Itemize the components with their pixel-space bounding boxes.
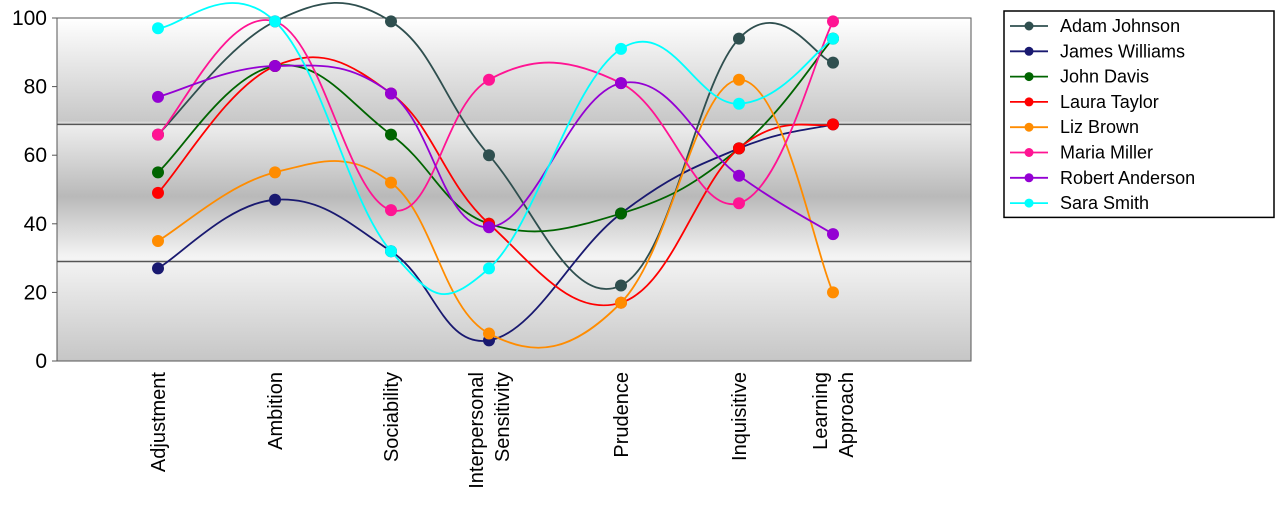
x-category-label: Adjustment bbox=[148, 372, 170, 472]
data-point-robert-anderson bbox=[385, 87, 397, 100]
y-tick-label: 80 bbox=[24, 76, 47, 99]
data-point-liz-brown bbox=[827, 286, 839, 299]
legend-label: Laura Taylor bbox=[1060, 92, 1159, 112]
data-point-john-davis bbox=[615, 207, 627, 220]
x-category-label-line: Interpersonal bbox=[466, 372, 488, 489]
x-category-label-line: Sociability bbox=[381, 372, 403, 462]
data-point-adam-johnson bbox=[385, 15, 397, 28]
legend-swatch-marker bbox=[1024, 72, 1034, 82]
data-point-maria-miller bbox=[483, 73, 495, 86]
data-point-laura-taylor bbox=[152, 186, 164, 199]
data-point-sara-smith bbox=[827, 32, 839, 45]
data-point-maria-miller bbox=[385, 204, 397, 217]
data-point-robert-anderson bbox=[269, 60, 281, 73]
data-point-maria-miller bbox=[733, 197, 745, 210]
x-category-label-line: Learning bbox=[810, 372, 832, 450]
data-point-james-williams bbox=[152, 262, 164, 275]
data-point-robert-anderson bbox=[152, 90, 164, 103]
data-point-sara-smith bbox=[615, 42, 627, 55]
data-point-sara-smith bbox=[483, 262, 495, 275]
legend-item-john-davis: John Davis bbox=[1010, 67, 1149, 87]
legend-swatch-marker bbox=[1024, 46, 1034, 56]
data-point-sara-smith bbox=[152, 22, 164, 35]
data-point-liz-brown bbox=[152, 234, 164, 247]
y-tick-label: 20 bbox=[24, 281, 47, 304]
data-point-robert-anderson bbox=[733, 169, 745, 182]
y-tick-label: 40 bbox=[24, 213, 47, 236]
data-point-robert-anderson bbox=[615, 77, 627, 90]
legend-swatch-marker bbox=[1024, 173, 1034, 183]
data-point-adam-johnson bbox=[733, 32, 745, 45]
x-category-label-line: Prudence bbox=[611, 372, 633, 458]
legend-box bbox=[1003, 10, 1275, 219]
data-point-sara-smith bbox=[733, 97, 745, 110]
data-point-adam-johnson bbox=[827, 56, 839, 69]
x-category-label-line: Ambition bbox=[265, 372, 287, 450]
x-category-label: Interpersonal Sensitivity bbox=[466, 372, 514, 489]
legend-label: Sara Smith bbox=[1060, 193, 1149, 213]
legend-item-sara-smith: Sara Smith bbox=[1010, 193, 1149, 213]
legend-label: James Williams bbox=[1060, 41, 1185, 61]
data-point-liz-brown bbox=[615, 296, 627, 309]
legend-item-adam-johnson: Adam Johnson bbox=[1010, 16, 1180, 36]
x-category-label-line: Inquisitive bbox=[729, 372, 751, 461]
legend-label: Liz Brown bbox=[1060, 117, 1139, 137]
data-point-james-williams bbox=[269, 193, 281, 206]
data-point-robert-anderson bbox=[827, 228, 839, 241]
y-tick-label: 0 bbox=[35, 350, 47, 373]
data-point-sara-smith bbox=[269, 15, 281, 28]
legend-label: Adam Johnson bbox=[1060, 16, 1180, 36]
data-point-maria-miller bbox=[152, 128, 164, 141]
legend-swatch-marker bbox=[1024, 198, 1034, 208]
legend-swatch-marker bbox=[1024, 21, 1034, 31]
legend-item-robert-anderson: Robert Anderson bbox=[1010, 168, 1195, 188]
legend-item-liz-brown: Liz Brown bbox=[1010, 117, 1139, 137]
x-category-label: Ambition bbox=[265, 372, 287, 450]
y-tick-label: 100 bbox=[12, 7, 47, 30]
data-point-laura-taylor bbox=[733, 142, 745, 155]
legend-label: John Davis bbox=[1060, 67, 1149, 87]
legend-item-maria-miller: Maria Miller bbox=[1010, 143, 1153, 163]
data-point-john-davis bbox=[385, 128, 397, 141]
data-point-laura-taylor bbox=[827, 118, 839, 131]
legend-swatch-marker bbox=[1024, 97, 1034, 107]
data-point-john-davis bbox=[152, 166, 164, 179]
data-point-liz-brown bbox=[733, 73, 745, 86]
series-line-liz-brown bbox=[157, 78, 834, 349]
data-point-maria-miller bbox=[827, 15, 839, 28]
y-tick-label: 60 bbox=[24, 144, 47, 167]
data-point-robert-anderson bbox=[483, 221, 495, 234]
data-point-adam-johnson bbox=[615, 279, 627, 292]
legend-item-james-williams: James Williams bbox=[1010, 41, 1185, 61]
x-category-label-line: Sensitivity bbox=[492, 372, 514, 462]
x-category-label: Prudence bbox=[611, 372, 633, 458]
legend-swatch-marker bbox=[1024, 148, 1034, 157]
data-point-adam-johnson bbox=[483, 149, 495, 162]
data-point-liz-brown bbox=[385, 176, 397, 189]
x-category-label: Sociability bbox=[381, 372, 403, 462]
data-point-sara-smith bbox=[385, 245, 397, 258]
x-category-label-line: Adjustment bbox=[148, 372, 170, 472]
x-category-label: Learning Approach bbox=[810, 372, 858, 458]
legend-label: Maria Miller bbox=[1060, 143, 1153, 163]
legend-swatch-marker bbox=[1024, 122, 1034, 132]
legend-item-laura-taylor: Laura Taylor bbox=[1010, 92, 1159, 112]
x-category-label: Inquisitive bbox=[729, 372, 751, 461]
data-point-liz-brown bbox=[269, 166, 281, 179]
x-category-label-line: Approach bbox=[836, 372, 858, 458]
data-point-liz-brown bbox=[483, 327, 495, 340]
legend-label: Robert Anderson bbox=[1060, 168, 1195, 188]
